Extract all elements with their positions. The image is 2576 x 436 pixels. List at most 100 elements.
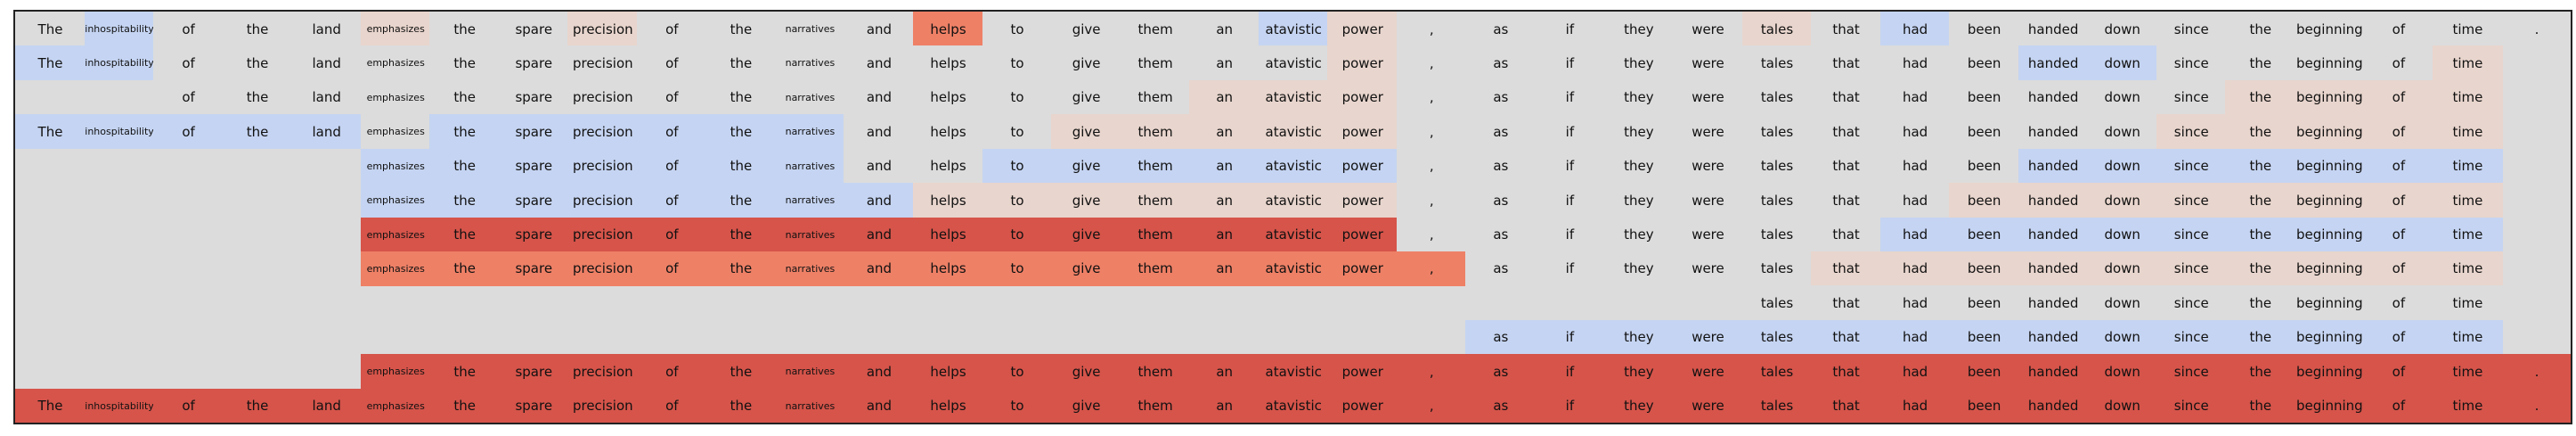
heatmap-cell: since — [2156, 45, 2227, 81]
heatmap-cell: down — [2087, 354, 2158, 390]
heatmap-cell: beginning — [2294, 217, 2365, 252]
heatmap-cell: beginning — [2294, 148, 2365, 184]
heatmap-cell: had — [1879, 388, 1951, 423]
heatmap-cell: the — [2225, 388, 2296, 423]
heatmap-cell: tales — [1741, 217, 1813, 252]
heatmap-cell: been — [1949, 183, 2020, 218]
heatmap-row: emphasizes the spare precision of the narrativ… — [15, 148, 2571, 184]
heatmap-cell: helps — [913, 12, 984, 46]
heatmap-cell: to — [982, 183, 1053, 218]
heatmap-cell: of — [636, 251, 707, 286]
heatmap-cell: of — [636, 114, 707, 150]
heatmap-cell: them — [1120, 354, 1191, 390]
heatmap-row: The inhospitability of the land emphasizes the… — [15, 114, 2571, 150]
heatmap-cell: atavistic — [1258, 388, 1329, 423]
heatmap-cell: that — [1811, 12, 1882, 46]
heatmap-cell: the — [705, 12, 777, 46]
heatmap-cell: power — [1327, 114, 1398, 150]
heatmap-cell: give — [1051, 79, 1122, 115]
heatmap-cell: them — [1120, 183, 1191, 218]
heatmap-cell: were — [1672, 148, 1743, 184]
heatmap-cell: if — [1534, 354, 1605, 390]
heatmap-cell: since — [2156, 148, 2227, 184]
heatmap-cell: precision — [567, 183, 639, 218]
heatmap-cell: and — [844, 388, 915, 423]
heatmap-cell: tales — [1741, 251, 1813, 286]
heatmap-cell: of — [636, 148, 707, 184]
heatmap-cell: the — [2225, 45, 2296, 81]
heatmap-cell: that — [1811, 251, 1882, 286]
heatmap-cell: them — [1120, 12, 1191, 46]
heatmap-cell: narratives — [774, 183, 845, 218]
heatmap-cell: precision — [567, 12, 639, 46]
heatmap-cell: spare — [498, 251, 569, 286]
heatmap-cell: give — [1051, 217, 1122, 252]
heatmap-cell: that — [1811, 45, 1882, 81]
heatmap-cell: of — [2363, 319, 2434, 355]
heatmap-cell: precision — [567, 45, 639, 81]
heatmap-cell: helps — [913, 388, 984, 423]
heatmap-cell: tales — [1741, 285, 1813, 321]
heatmap-cell: an — [1189, 217, 1260, 252]
heatmap-row: emphasizes the spare precision of the narrativ… — [15, 251, 2571, 286]
heatmap-cell: time — [2432, 319, 2503, 355]
heatmap-cell: spare — [498, 148, 569, 184]
heatmap-cell: time — [2432, 251, 2503, 286]
heatmap-cell: the — [705, 148, 777, 184]
heatmap-cell: . — [2501, 354, 2571, 390]
heatmap-cell: the — [429, 251, 501, 286]
heatmap-cell: been — [1949, 12, 2020, 46]
heatmap-cell: and — [844, 354, 915, 390]
heatmap-cell: the — [705, 354, 777, 390]
heatmap-cell: atavistic — [1258, 217, 1329, 252]
heatmap-cell: handed — [2018, 45, 2089, 81]
heatmap-cell: and — [844, 183, 915, 218]
heatmap-cell: if — [1534, 79, 1605, 115]
heatmap-cell: narratives — [774, 79, 845, 115]
heatmap-cell: were — [1672, 183, 1743, 218]
heatmap-cell: The — [15, 114, 86, 150]
heatmap-cell: handed — [2018, 217, 2089, 252]
heatmap-cell: they — [1603, 79, 1675, 115]
heatmap-cell: been — [1949, 388, 2020, 423]
heatmap-cell: the — [429, 354, 501, 390]
heatmap-cell: spare — [498, 114, 569, 150]
heatmap-cell: the — [2225, 114, 2296, 150]
heatmap-cell: power — [1327, 354, 1398, 390]
heatmap-cell: of — [153, 12, 224, 46]
heatmap-row: emphasizes the spare precision of the narrativ… — [15, 183, 2571, 218]
heatmap-cell: and — [844, 12, 915, 46]
heatmap-cell: spare — [498, 217, 569, 252]
heatmap-cell: emphasizes — [360, 45, 431, 81]
heatmap-row: emphasizes the spare precision of the narrativ… — [15, 217, 2571, 252]
heatmap-cell: tales — [1741, 114, 1813, 150]
heatmap-cell: and — [844, 114, 915, 150]
heatmap-cell: , — [1396, 12, 1467, 46]
heatmap-cell: of — [636, 217, 707, 252]
heatmap-cell: time — [2432, 79, 2503, 115]
heatmap-cell: since — [2156, 79, 2227, 115]
heatmap-cell: the — [429, 217, 501, 252]
heatmap-cell: precision — [567, 217, 639, 252]
heatmap-cell: of — [153, 79, 224, 115]
heatmap-cell: an — [1189, 183, 1260, 218]
heatmap-cell: down — [2087, 388, 2158, 423]
heatmap-cell: as — [1465, 319, 1537, 355]
heatmap-cell: down — [2087, 319, 2158, 355]
heatmap-row: The inhospitability of the land emphasizes the… — [15, 388, 2571, 423]
heatmap-cell: the — [429, 79, 501, 115]
heatmap-cell: beginning — [2294, 388, 2365, 423]
heatmap-cell: as — [1465, 183, 1537, 218]
heatmap-cell: power — [1327, 217, 1398, 252]
heatmap-cell: to — [982, 388, 1053, 423]
heatmap-cell: the — [222, 114, 293, 150]
heatmap-cell: the — [2225, 319, 2296, 355]
heatmap-cell: inhospitability — [84, 388, 155, 423]
heatmap-cell: an — [1189, 354, 1260, 390]
heatmap-cell: emphasizes — [360, 388, 431, 423]
heatmap-cell: time — [2432, 148, 2503, 184]
heatmap-cell: . — [2501, 12, 2571, 46]
heatmap-cell: handed — [2018, 354, 2089, 390]
heatmap-cell: handed — [2018, 183, 2089, 218]
heatmap-cell: power — [1327, 183, 1398, 218]
